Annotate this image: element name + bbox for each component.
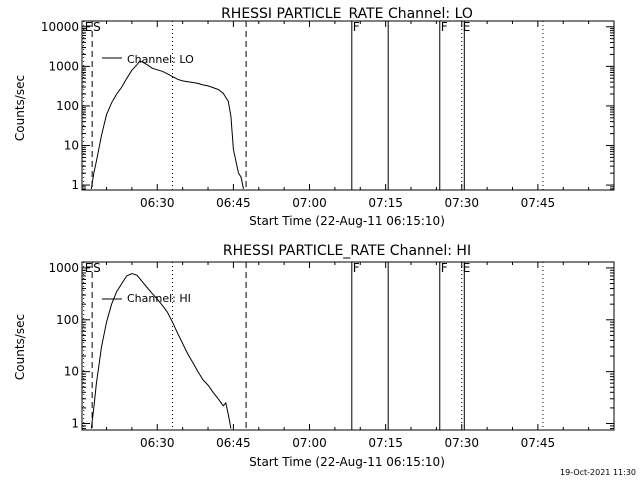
hi-x-tick-label: 07:30 xyxy=(444,436,479,450)
lo-event-marker-label: F xyxy=(441,20,448,34)
hi-x-tick-label: 07:15 xyxy=(368,436,403,450)
lo-x-tick-label: 06:30 xyxy=(140,196,175,210)
hi-y-tick-label: 1000 xyxy=(48,261,79,275)
hi-y-tick-label: 10 xyxy=(64,365,79,379)
lo-x-tick-label: 07:30 xyxy=(444,196,479,210)
hi-y-tick-label: 100 xyxy=(56,313,79,327)
lo-y-tick-label: 10 xyxy=(64,138,79,152)
hi-event-marker-label: S xyxy=(93,261,101,275)
lo-x-axis-label: Start Time (22-Aug-11 06:15:10) xyxy=(249,214,445,228)
lo-event-marker-label: F xyxy=(353,20,360,34)
lo-x-tick-label: 06:45 xyxy=(216,196,251,210)
lo-legend-label: Channel: LO xyxy=(127,53,194,66)
lo-x-tick-label: 07:45 xyxy=(521,196,556,210)
lo-y-tick-label: 1000 xyxy=(48,59,79,73)
lo-y-axis-label: Counts/sec xyxy=(13,75,27,141)
hi-x-tick-label: 06:45 xyxy=(216,436,251,450)
hi-y-tick-label: 1 xyxy=(71,417,79,431)
hi-y-axis-label: Counts/sec xyxy=(13,314,27,380)
lo-event-marker-label: E xyxy=(463,20,471,34)
hi-count-rate-line xyxy=(90,272,232,429)
lo-count-rate-line xyxy=(90,60,244,190)
hi-x-tick-label: 07:45 xyxy=(521,436,556,450)
lo-x-tick-label: 07:00 xyxy=(292,196,327,210)
hi-x-tick-label: 06:30 xyxy=(140,436,175,450)
lo-y-tick-label: 10000 xyxy=(41,20,79,34)
lo-event-marker-label: S xyxy=(93,20,101,34)
lo-channel-panel: RHESSI PARTICLE_RATE Channel: LO Counts/s… xyxy=(13,6,615,228)
hi-event-marker-label: E xyxy=(463,261,471,275)
lo-x-tick-label: 07:15 xyxy=(368,196,403,210)
hi-chart-title: RHESSI PARTICLE_RATE Channel: HI xyxy=(223,243,471,259)
lo-event-marker-label: E xyxy=(85,20,93,34)
hi-plot-frame xyxy=(81,261,615,431)
hi-x-tick-label: 07:00 xyxy=(292,436,327,450)
hi-event-marker-label: F xyxy=(353,261,360,275)
hi-x-axis-label: Start Time (22-Aug-11 06:15:10) xyxy=(249,455,445,469)
hi-event-marker-label: E xyxy=(85,261,93,275)
hi-legend-label: Channel: HI xyxy=(127,292,191,305)
lo-chart-title: RHESSI PARTICLE_RATE Channel: LO xyxy=(221,6,473,22)
hi-channel-panel: RHESSI PARTICLE_RATE Channel: HI Counts/s… xyxy=(13,243,615,469)
hi-event-marker-label: F xyxy=(441,261,448,275)
lo-y-tick-label: 1 xyxy=(71,178,79,192)
lo-y-tick-label: 100 xyxy=(56,99,79,113)
footer-timestamp: 19-Oct-2021 11:30 xyxy=(560,468,636,477)
